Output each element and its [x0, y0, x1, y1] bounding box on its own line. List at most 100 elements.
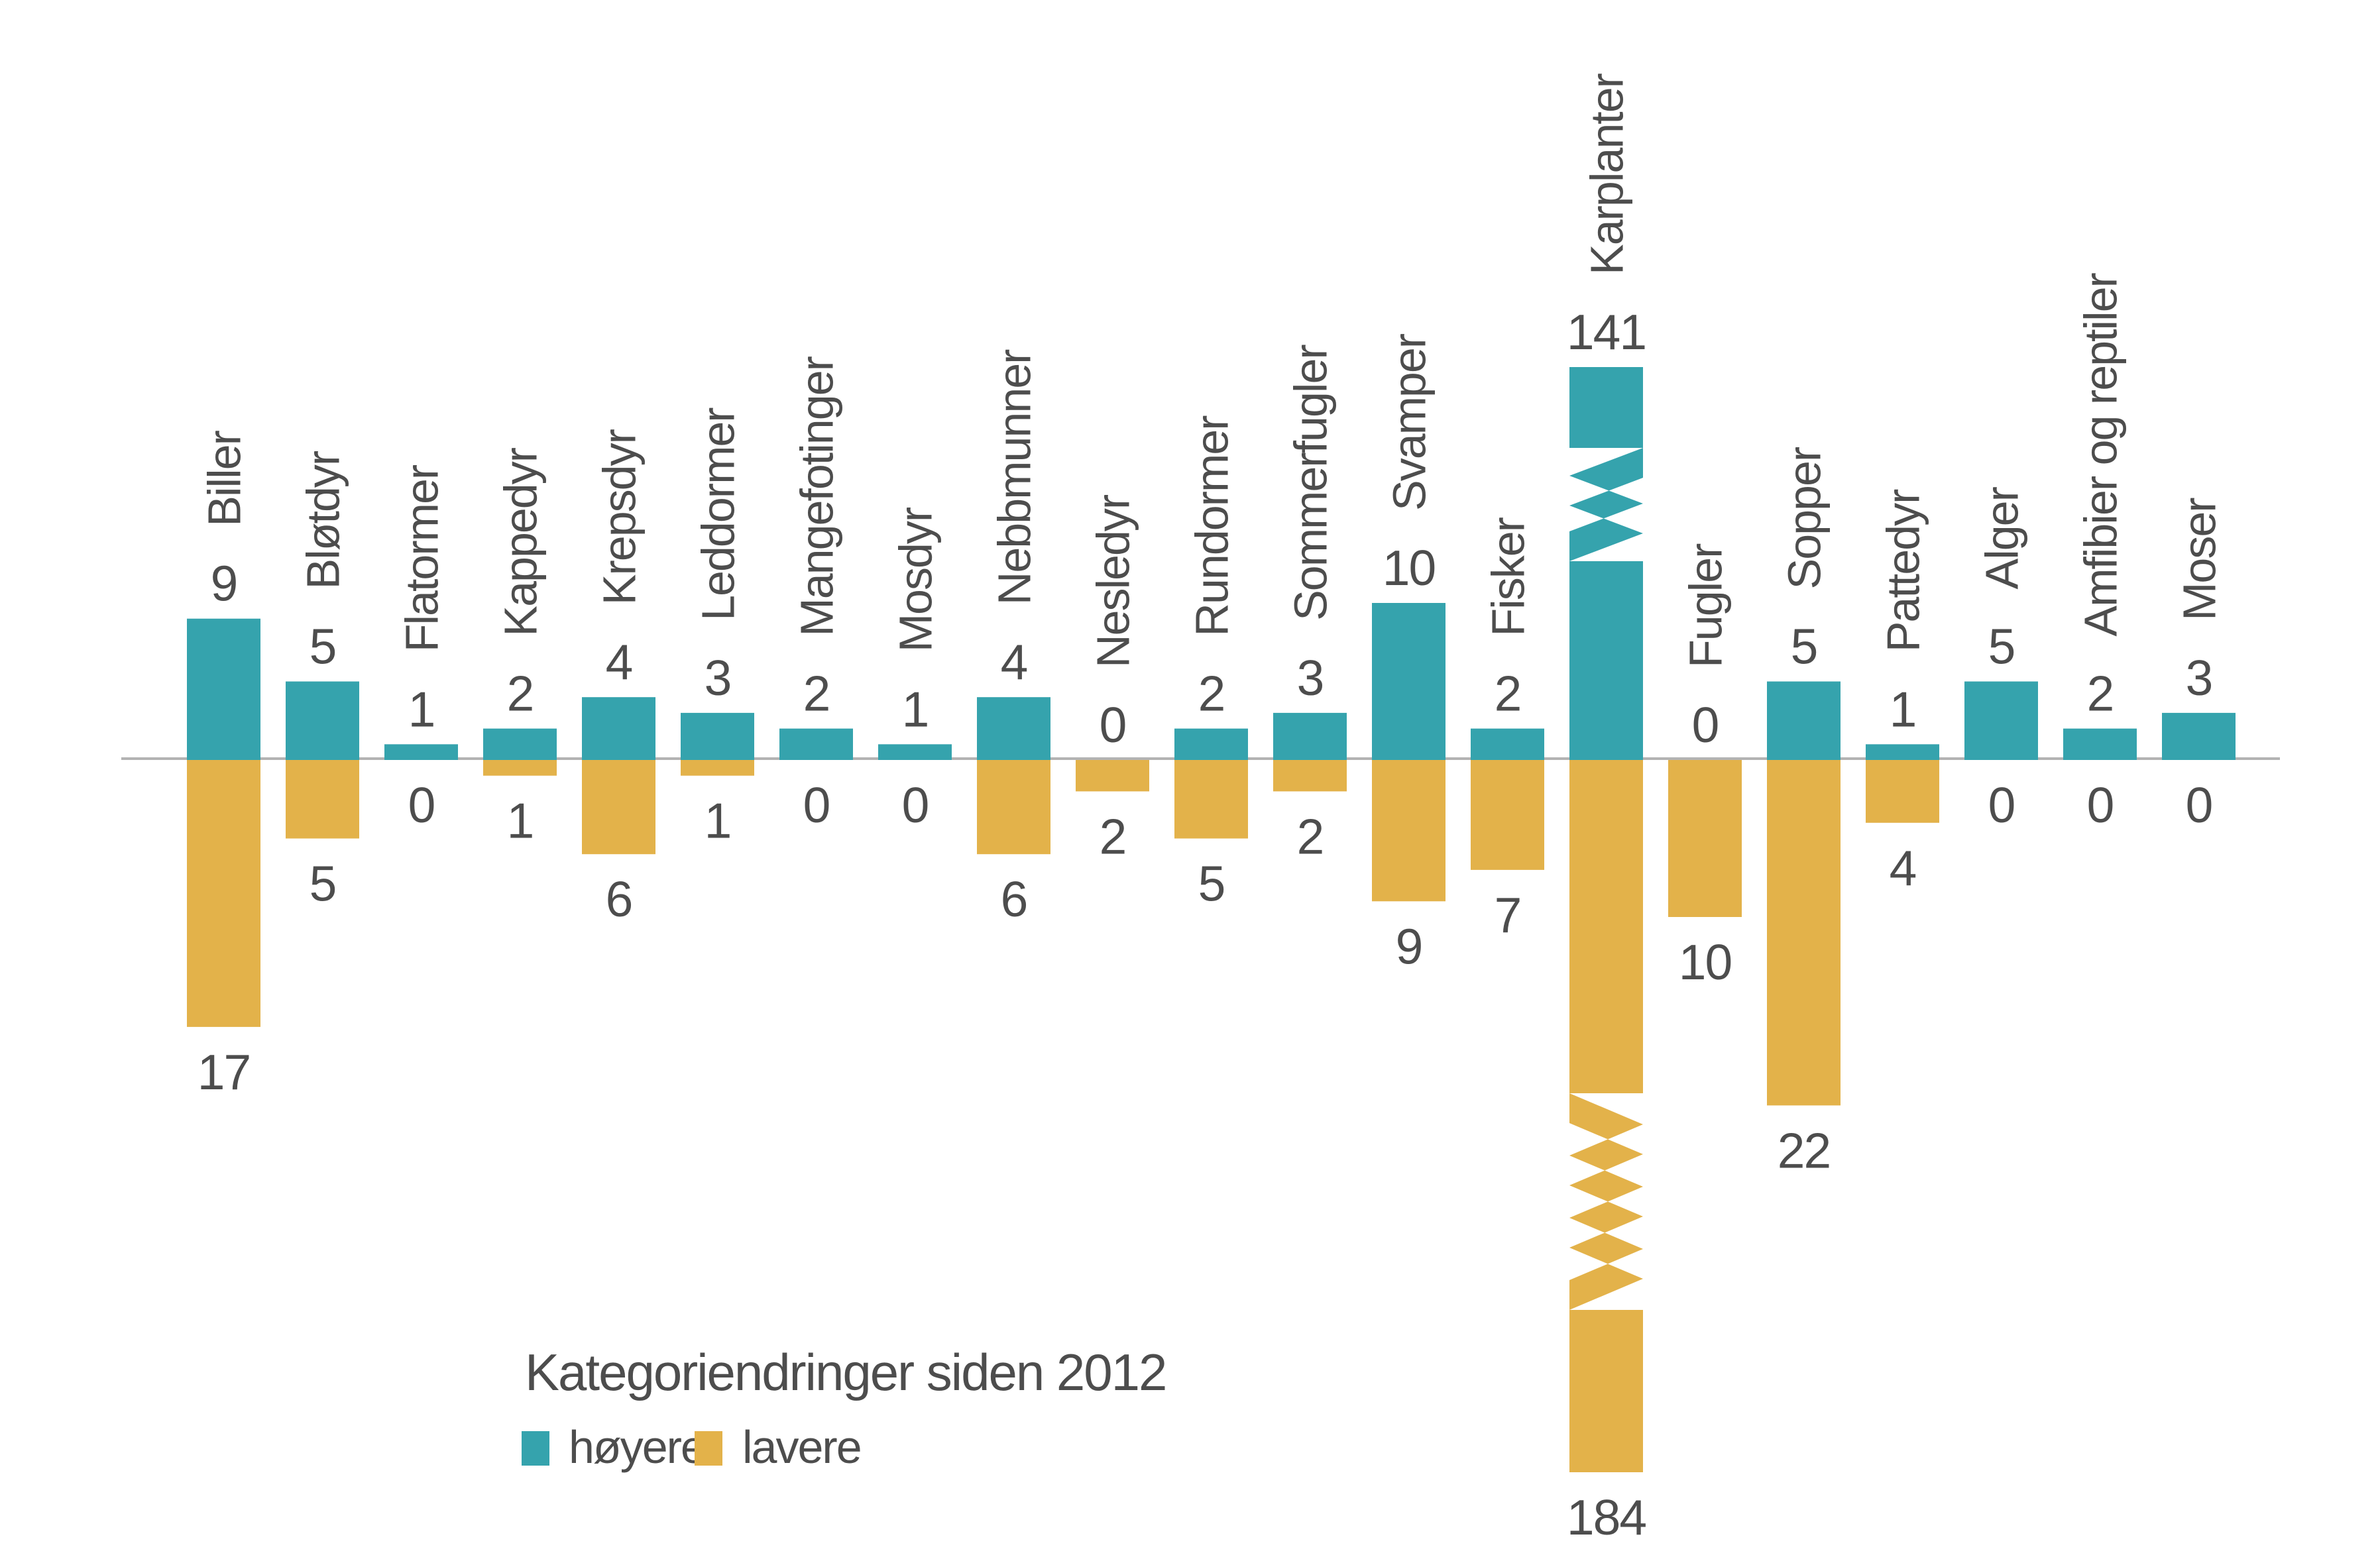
value-label-hoyere: 2	[1198, 666, 1225, 722]
value-label-lavere: 4	[1890, 840, 1916, 896]
value-label-lavere: 1	[705, 793, 731, 849]
value-label-lavere: 0	[902, 777, 929, 833]
value-label-lavere: 1	[507, 793, 534, 849]
category-label: Nebbmunner	[989, 349, 1041, 605]
bar-hoyere	[286, 681, 359, 760]
bar-hoyere	[1372, 603, 1445, 760]
bar-hoyere	[1964, 681, 2038, 760]
value-label-hoyere: 3	[705, 650, 731, 706]
value-label-lavere: 5	[310, 856, 336, 912]
bar-hoyere	[1866, 744, 1939, 760]
value-label-lavere: 6	[606, 871, 632, 927]
category-label: Rundormer	[1186, 415, 1238, 637]
value-label-lavere: 17	[198, 1044, 250, 1100]
value-label-hoyere: 2	[803, 666, 830, 722]
value-label-hoyere: 2	[507, 666, 534, 722]
category-label: Flatormer	[396, 464, 448, 652]
bar-hoyere-broken-bottom	[1569, 561, 1643, 760]
bar-lavere	[187, 760, 260, 1027]
value-label-lavere: 10	[1679, 934, 1731, 990]
value-label-hoyere: 9	[211, 556, 237, 612]
bar-hoyere	[2063, 728, 2137, 760]
category-label: Kappedyr	[495, 447, 547, 636]
value-label-lavere: 0	[803, 777, 830, 833]
bar-lavere	[1076, 760, 1149, 792]
value-label-hoyere: 0	[1100, 697, 1126, 753]
category-label: Mangefotinger	[791, 356, 843, 636]
category-label: Pattedyr	[1878, 489, 1929, 652]
bar-lavere	[681, 760, 754, 776]
bar-lavere-broken-bottom	[1569, 1310, 1643, 1472]
value-label-hoyere: 1	[408, 681, 435, 737]
value-label-hoyere: 0	[1692, 697, 1719, 753]
bar-lavere	[1273, 760, 1347, 792]
bar-lavere	[286, 760, 359, 839]
value-label-hoyere: 3	[1297, 650, 1324, 706]
value-label-lavere: 0	[2186, 777, 2212, 833]
value-label-hoyere: 1	[902, 681, 929, 737]
value-label-lavere: 2	[1100, 808, 1126, 864]
value-label-lavere: 2	[1297, 808, 1324, 864]
bar-hoyere	[1767, 681, 1841, 760]
category-label: Fugler	[1680, 543, 1732, 668]
bar-hoyere	[187, 618, 260, 760]
value-label-hoyere: 5	[1791, 619, 1817, 675]
bar-lavere	[483, 760, 557, 776]
bar-lavere	[977, 760, 1050, 855]
bar-lavere	[1767, 760, 1841, 1106]
legend-label-lavere: lavere	[742, 1421, 861, 1473]
category-label: Sopper	[1779, 447, 1831, 589]
value-label-lavere: 9	[1396, 918, 1422, 974]
category-label: Leddormer	[693, 407, 744, 621]
bar-hoyere	[2162, 712, 2236, 760]
category-label: Nesledyr	[1088, 494, 1139, 668]
bars-group	[187, 367, 2236, 1472]
category-label: Karplanter	[1581, 73, 1633, 275]
bar-hoyere-zigzag-break	[1569, 448, 1643, 561]
bar-lavere	[582, 760, 655, 855]
bar-lavere	[1866, 760, 1939, 823]
bar-hoyere	[878, 744, 952, 760]
value-label-lavere: 0	[1988, 777, 2015, 833]
legend: høyere lavere	[522, 1421, 862, 1473]
value-label-hoyere: 141	[1567, 304, 1646, 360]
bar-lavere	[1471, 760, 1544, 870]
bar-lavere	[1668, 760, 1742, 917]
category-label: Amfibier og reptiler	[2075, 272, 2127, 636]
bar-lavere-zigzag-break	[1569, 1093, 1643, 1310]
value-label-hoyere: 10	[1383, 540, 1435, 596]
bar-hoyere	[582, 697, 655, 760]
labels-group: 917Biller55Bløtdyr10Flatormer21Kappedyr4…	[198, 73, 2226, 1545]
value-label-hoyere: 2	[1495, 666, 1521, 722]
bar-hoyere	[1174, 728, 1248, 760]
bar-hoyere	[779, 728, 853, 760]
category-label: Sommerfugler	[1285, 345, 1337, 621]
bar-hoyere	[1273, 712, 1347, 760]
bar-hoyere-broken-top	[1569, 367, 1643, 448]
value-label-hoyere: 4	[1001, 634, 1027, 690]
value-label-hoyere: 5	[310, 619, 336, 675]
value-label-hoyere: 4	[606, 634, 632, 690]
value-label-hoyere: 2	[2087, 666, 2114, 722]
legend-swatch-hoyere	[522, 1431, 549, 1466]
bar-lavere	[1372, 760, 1445, 902]
bar-hoyere	[483, 728, 557, 760]
value-label-lavere: 5	[1198, 856, 1225, 912]
category-label: Svamper	[1384, 333, 1436, 511]
bar-hoyere	[681, 712, 754, 760]
category-label: Krepsdyr	[594, 429, 646, 605]
category-label: Fisker	[1483, 517, 1534, 636]
bar-hoyere	[1471, 728, 1544, 760]
bar-hoyere	[384, 744, 458, 760]
value-label-lavere: 22	[1778, 1122, 1830, 1178]
category-label: Biller	[199, 430, 251, 526]
category-label: Bløtdyr	[298, 451, 349, 589]
bar-lavere	[1174, 760, 1248, 839]
value-label-lavere: 6	[1001, 871, 1027, 927]
legend-swatch-lavere	[695, 1431, 722, 1466]
bar-lavere-broken-top	[1569, 760, 1643, 1093]
category-label: Alger	[1976, 486, 2028, 589]
bar-hoyere	[977, 697, 1050, 760]
